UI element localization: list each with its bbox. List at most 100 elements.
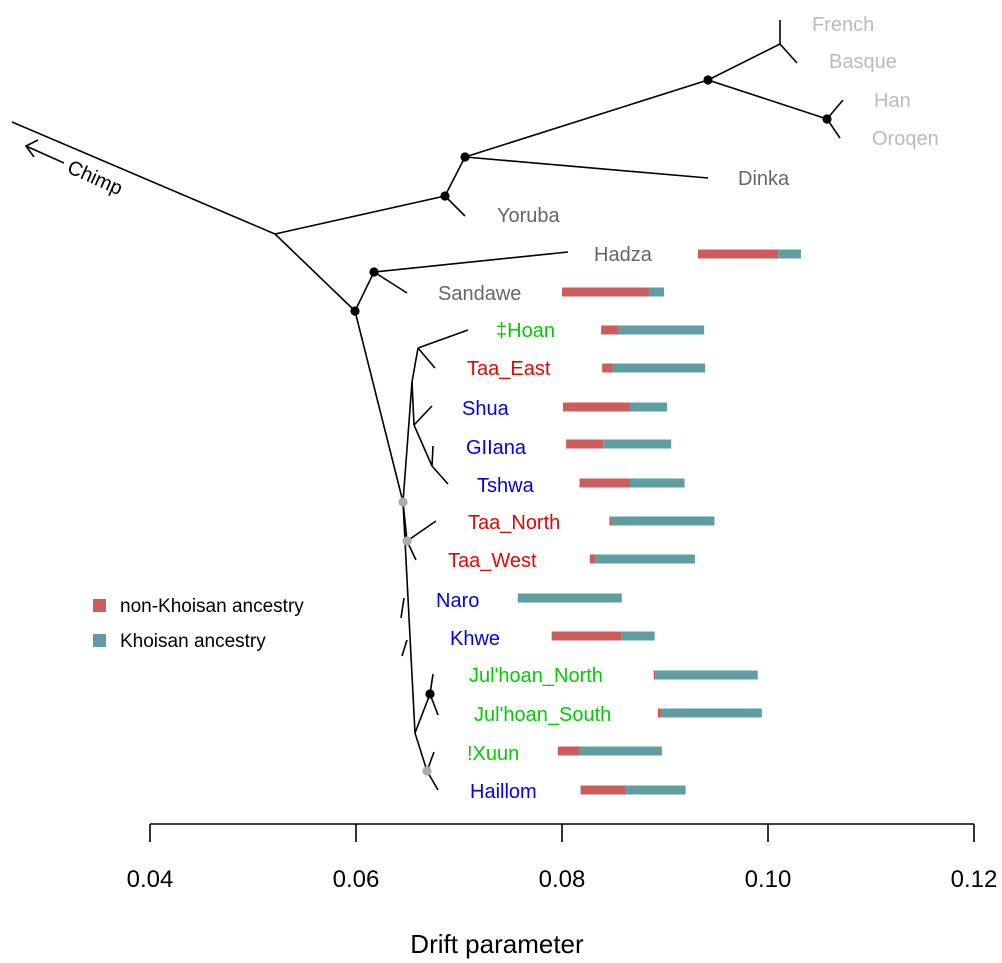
ancestry-bar	[653, 670, 758, 680]
node-gray	[422, 766, 432, 776]
population-label: Haillom	[470, 781, 537, 803]
khoisan-segment	[579, 746, 662, 756]
khoisan-segment	[625, 785, 686, 795]
population-label: ‡Hoan	[496, 320, 555, 342]
population-label: Shua	[462, 398, 510, 420]
non-khoisan-segment	[566, 439, 604, 449]
branch	[274, 233, 356, 312]
x-tick-label: 0.04	[127, 866, 174, 893]
x-axis-title: Drift parameter	[410, 929, 584, 959]
node-black	[460, 152, 470, 162]
ancestry-bar	[563, 402, 668, 412]
branch	[464, 156, 709, 179]
x-tick-label: 0.06	[333, 866, 380, 893]
branch	[413, 405, 433, 426]
node-black	[822, 114, 832, 124]
x-tick-label: 0.12	[951, 866, 998, 893]
ancestry-bar	[609, 516, 715, 526]
node-gray	[402, 536, 412, 546]
ancestry-bars	[517, 249, 801, 795]
branch	[373, 251, 569, 273]
khoisan-segment	[618, 325, 705, 335]
population-label: Basque	[829, 51, 897, 73]
branch	[354, 271, 375, 312]
khoisan-segment	[517, 593, 622, 603]
non-khoisan-segment	[580, 785, 626, 795]
chimp-label: Chimp	[64, 156, 126, 200]
population-label: Taa_North	[468, 512, 560, 534]
population-label: !Xuun	[467, 743, 519, 765]
population-label: Taa_East	[467, 358, 551, 380]
non-khoisan-segment	[551, 631, 622, 641]
non-khoisan-segment	[563, 402, 630, 412]
branch	[707, 43, 781, 81]
branch	[411, 381, 415, 426]
non-khoisan-segment	[601, 325, 619, 335]
non-khoisan-segment	[579, 478, 630, 488]
ancestry-bar	[579, 478, 685, 488]
legend-label: non-Khoisan ancestry	[120, 596, 304, 617]
population-label: Yoruba	[497, 205, 561, 227]
khoisan-segment	[655, 670, 758, 680]
ancestry-bar	[517, 593, 622, 603]
non-khoisan-segment	[697, 249, 779, 259]
chimp-arrow-icon	[24, 139, 65, 164]
x-tick-label: 0.10	[745, 866, 792, 893]
branch	[444, 195, 466, 217]
branch	[373, 271, 408, 294]
khoisan-segment	[621, 631, 655, 641]
branch	[402, 381, 413, 503]
khoisan-segment	[603, 439, 672, 449]
population-label: Jul'hoan_South	[474, 704, 611, 726]
branch	[417, 347, 436, 369]
khoisan-segment	[660, 708, 762, 718]
population-label: GIIana	[466, 437, 527, 459]
node-black	[440, 191, 450, 201]
branch	[274, 195, 446, 235]
non-khoisan-segment	[557, 746, 580, 756]
population-label: Naro	[436, 590, 479, 612]
legend: non-Khoisan ancestry Khoisan ancestry	[93, 596, 304, 652]
branch	[414, 732, 428, 772]
population-label: Taa_West	[448, 550, 537, 572]
ancestry-bar	[601, 325, 705, 335]
ancestry-bar	[697, 249, 801, 259]
node-black	[703, 75, 713, 85]
branch	[417, 329, 469, 349]
node-gray	[398, 497, 408, 507]
branch	[354, 310, 404, 503]
branch	[11, 121, 276, 235]
legend-swatch	[93, 599, 106, 612]
node-black	[425, 689, 435, 699]
branch	[400, 597, 405, 619]
ancestry-bar	[657, 708, 762, 718]
non-khoisan-segment	[653, 670, 656, 680]
branch	[411, 347, 419, 383]
x-tick-label: 0.08	[539, 866, 586, 893]
khoisan-segment	[611, 516, 715, 526]
legend-swatch	[93, 634, 106, 647]
x-ticks: 0.04 0.06 0.08 0.10 0.12	[127, 824, 998, 893]
branch	[707, 79, 828, 120]
branch	[406, 520, 437, 542]
tree-nodes	[350, 75, 832, 776]
population-labels: French Basque Han Oroqen Dinka Yoruba Hadza San…	[436, 14, 939, 803]
population-label: Han	[874, 90, 911, 112]
x-axis: 0.04 0.06 0.08 0.10 0.12 Drift parameter	[127, 823, 998, 959]
khoisan-segment	[629, 478, 685, 488]
khoisan-segment	[778, 249, 801, 259]
population-label: Dinka	[738, 168, 790, 190]
khoisan-segment	[594, 554, 695, 564]
node-black	[369, 267, 379, 277]
non-khoisan-segment	[562, 287, 649, 297]
branch	[431, 465, 449, 485]
ancestry-bar	[580, 785, 686, 795]
ancestry-bar	[562, 287, 664, 297]
population-label: Jul'hoan_North	[469, 665, 603, 687]
population-label: Tshwa	[477, 475, 535, 497]
ancestry-bar	[557, 746, 662, 756]
branch	[464, 79, 709, 158]
branch	[401, 639, 408, 657]
non-khoisan-segment	[657, 708, 661, 718]
